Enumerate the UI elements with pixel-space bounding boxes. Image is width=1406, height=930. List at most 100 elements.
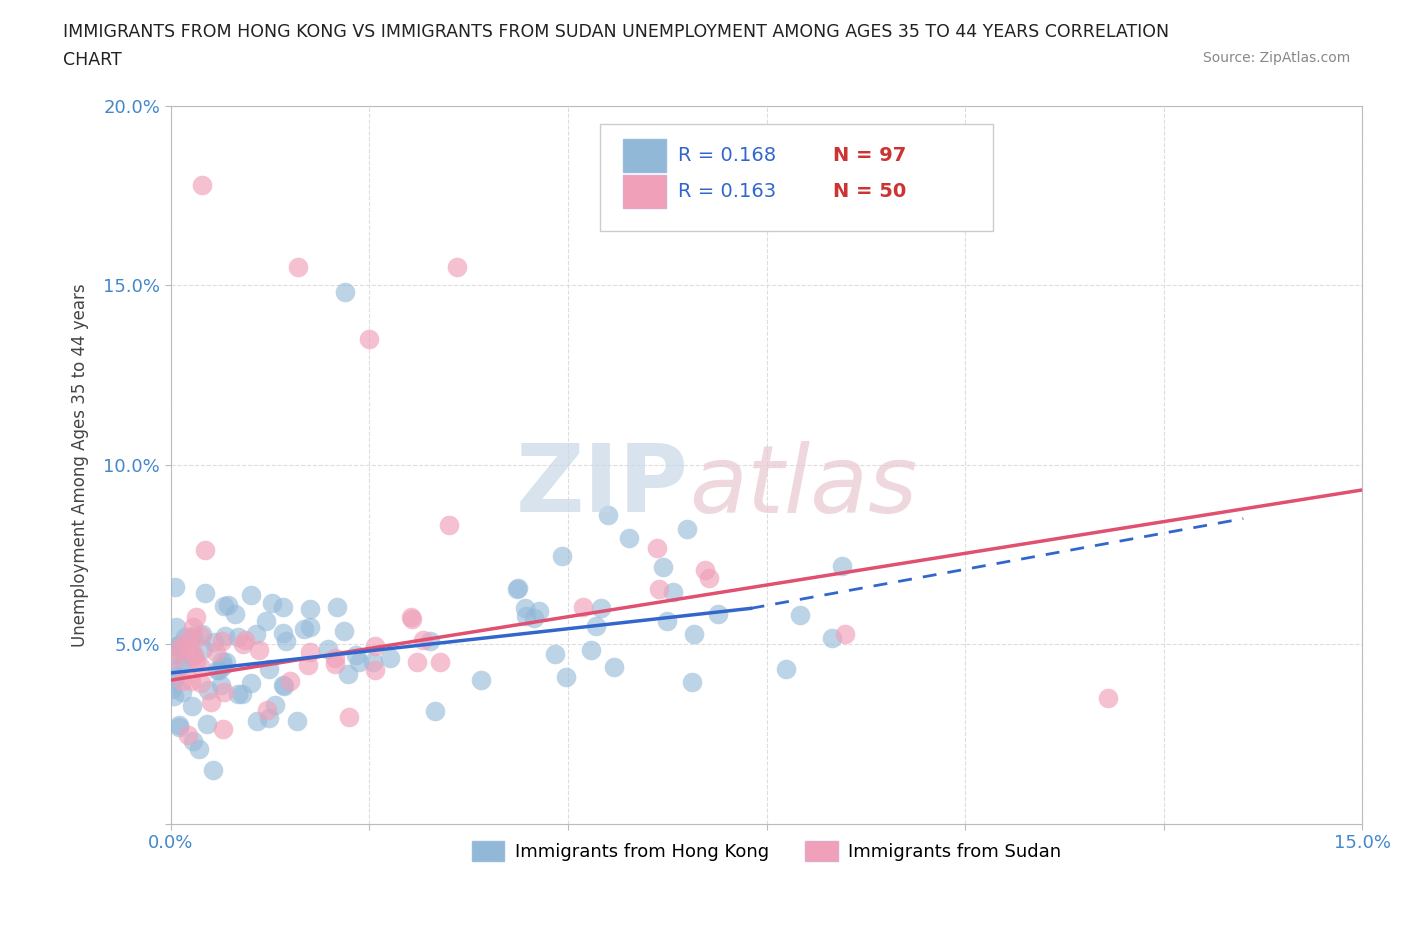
Immigrants from Hong Kong bbox=[271, 600, 294, 615]
Immigrants from Hong Kong bbox=[821, 631, 844, 645]
Immigrants from Sudan bbox=[167, 642, 190, 657]
Immigrants from Hong Kong bbox=[170, 637, 193, 652]
Immigrants from Hong Kong bbox=[240, 675, 263, 690]
Immigrants from Sudan bbox=[256, 702, 278, 717]
Immigrants from Sudan bbox=[190, 675, 212, 690]
Immigrants from Hong Kong bbox=[163, 689, 186, 704]
Immigrants from Hong Kong bbox=[515, 601, 537, 616]
Immigrants from Hong Kong bbox=[336, 667, 359, 682]
Y-axis label: Unemployment Among Ages 35 to 44 years: Unemployment Among Ages 35 to 44 years bbox=[72, 283, 89, 646]
Immigrants from Hong Kong bbox=[181, 629, 204, 644]
Immigrants from Sudan bbox=[337, 710, 360, 724]
Immigrants from Sudan bbox=[247, 643, 270, 658]
Immigrants from Sudan bbox=[297, 658, 319, 672]
Immigrants from Hong Kong bbox=[257, 711, 280, 725]
Immigrants from Hong Kong bbox=[180, 698, 202, 713]
Immigrants from Hong Kong bbox=[264, 698, 287, 712]
Immigrants from Sudan bbox=[439, 518, 461, 533]
Immigrants from Sudan bbox=[180, 641, 202, 656]
Immigrants from Hong Kong bbox=[287, 713, 309, 728]
Immigrants from Hong Kong bbox=[617, 531, 640, 546]
Immigrants from Hong Kong bbox=[245, 627, 267, 642]
Immigrants from Sudan bbox=[180, 673, 202, 688]
Immigrants from Sudan bbox=[177, 728, 200, 743]
Immigrants from Sudan bbox=[194, 543, 217, 558]
FancyBboxPatch shape bbox=[623, 139, 666, 172]
Immigrants from Hong Kong bbox=[169, 718, 191, 733]
Immigrants from Hong Kong bbox=[523, 611, 546, 626]
Immigrants from Hong Kong bbox=[217, 598, 239, 613]
Immigrants from Hong Kong bbox=[419, 633, 441, 648]
Immigrants from Hong Kong bbox=[173, 629, 195, 644]
Immigrants from Hong Kong bbox=[254, 613, 277, 628]
Immigrants from Sudan bbox=[412, 632, 434, 647]
Immigrants from Hong Kong bbox=[167, 720, 190, 735]
Immigrants from Hong Kong bbox=[259, 661, 281, 676]
Immigrants from Hong Kong bbox=[676, 522, 699, 537]
Text: IMMIGRANTS FROM HONG KONG VS IMMIGRANTS FROM SUDAN UNEMPLOYMENT AMONG AGES 35 TO: IMMIGRANTS FROM HONG KONG VS IMMIGRANTS … bbox=[63, 23, 1170, 41]
Immigrants from Sudan bbox=[325, 657, 347, 671]
Immigrants from Sudan bbox=[363, 639, 385, 654]
FancyBboxPatch shape bbox=[599, 124, 993, 232]
Immigrants from Hong Kong bbox=[298, 602, 321, 617]
Immigrants from Hong Kong bbox=[214, 629, 236, 644]
Immigrants from Hong Kong bbox=[240, 588, 263, 603]
Immigrants from Sudan bbox=[172, 673, 194, 688]
Immigrants from Hong Kong bbox=[591, 601, 613, 616]
Immigrants from Hong Kong bbox=[579, 643, 602, 658]
Immigrants from Hong Kong bbox=[508, 580, 530, 595]
Immigrants from Hong Kong bbox=[212, 599, 235, 614]
Immigrants from Hong Kong bbox=[706, 607, 728, 622]
Immigrants from Sudan bbox=[184, 609, 207, 624]
Immigrants from Hong Kong bbox=[347, 655, 370, 670]
Immigrants from Hong Kong bbox=[187, 741, 209, 756]
Immigrants from Sudan bbox=[647, 541, 669, 556]
Immigrants from Hong Kong bbox=[212, 658, 235, 673]
Immigrants from Hong Kong bbox=[555, 670, 578, 684]
Immigrants from Hong Kong bbox=[515, 608, 537, 623]
Legend: Immigrants from Hong Kong, Immigrants from Sudan: Immigrants from Hong Kong, Immigrants fr… bbox=[464, 833, 1069, 869]
Immigrants from Hong Kong bbox=[209, 678, 232, 693]
Immigrants from Hong Kong bbox=[681, 675, 703, 690]
Immigrants from Sudan bbox=[200, 695, 222, 710]
Immigrants from Sudan bbox=[359, 332, 381, 347]
Immigrants from Hong Kong bbox=[273, 678, 295, 693]
Immigrants from Hong Kong bbox=[181, 734, 204, 749]
Immigrants from Hong Kong bbox=[246, 713, 269, 728]
Immigrants from Hong Kong bbox=[165, 620, 187, 635]
Immigrants from Hong Kong bbox=[775, 661, 797, 676]
Immigrants from Sudan bbox=[648, 582, 671, 597]
Immigrants from Hong Kong bbox=[271, 678, 294, 693]
Immigrants from Sudan bbox=[405, 654, 427, 669]
Immigrants from Hong Kong bbox=[271, 626, 294, 641]
Immigrants from Hong Kong bbox=[226, 686, 249, 701]
Immigrants from Hong Kong bbox=[292, 622, 315, 637]
Immigrants from Sudan bbox=[429, 655, 451, 670]
Immigrants from Sudan bbox=[233, 632, 256, 647]
Immigrants from Sudan bbox=[181, 619, 204, 634]
Text: R = 0.168: R = 0.168 bbox=[678, 146, 776, 165]
Immigrants from Sudan bbox=[172, 636, 194, 651]
Immigrants from Hong Kong bbox=[662, 585, 685, 600]
Immigrants from Hong Kong bbox=[551, 549, 574, 564]
Immigrants from Hong Kong bbox=[163, 639, 186, 654]
Immigrants from Sudan bbox=[211, 722, 233, 737]
Immigrants from Hong Kong bbox=[231, 686, 253, 701]
Immigrants from Hong Kong bbox=[162, 681, 184, 696]
Immigrants from Sudan bbox=[184, 654, 207, 669]
Text: atlas: atlas bbox=[689, 441, 917, 532]
Immigrants from Hong Kong bbox=[228, 630, 250, 644]
Immigrants from Hong Kong bbox=[333, 624, 356, 639]
Immigrants from Sudan bbox=[183, 647, 205, 662]
Immigrants from Hong Kong bbox=[344, 647, 367, 662]
Immigrants from Hong Kong bbox=[163, 579, 186, 594]
FancyBboxPatch shape bbox=[623, 175, 666, 207]
Immigrants from Sudan bbox=[212, 684, 235, 699]
Immigrants from Sudan bbox=[165, 650, 187, 665]
Immigrants from Hong Kong bbox=[163, 638, 186, 653]
Immigrants from Hong Kong bbox=[211, 654, 233, 669]
Immigrants from Hong Kong bbox=[197, 683, 219, 698]
Immigrants from Hong Kong bbox=[207, 662, 229, 677]
Immigrants from Sudan bbox=[287, 259, 309, 274]
Immigrants from Hong Kong bbox=[506, 582, 529, 597]
